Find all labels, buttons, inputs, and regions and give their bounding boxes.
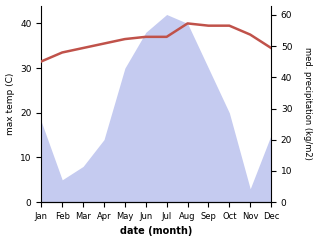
Y-axis label: med. precipitation (kg/m2): med. precipitation (kg/m2) — [303, 47, 313, 160]
Y-axis label: max temp (C): max temp (C) — [5, 73, 15, 135]
X-axis label: date (month): date (month) — [120, 227, 192, 236]
